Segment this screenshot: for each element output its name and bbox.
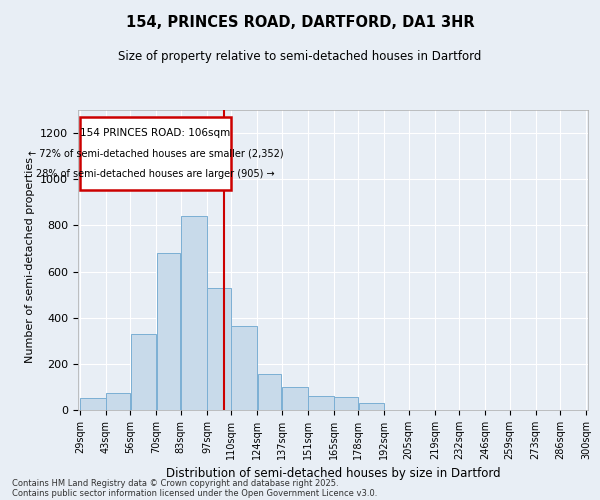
Bar xyxy=(181,216,206,410)
Bar xyxy=(308,396,334,410)
Bar xyxy=(106,392,130,410)
Text: Contains HM Land Registry data © Crown copyright and database right 2025.: Contains HM Land Registry data © Crown c… xyxy=(12,478,338,488)
Y-axis label: Number of semi-detached properties: Number of semi-detached properties xyxy=(25,157,35,363)
Bar xyxy=(334,398,358,410)
Bar xyxy=(80,117,231,190)
Bar xyxy=(80,398,106,410)
Bar xyxy=(232,326,257,410)
Bar xyxy=(131,334,156,410)
Bar xyxy=(257,374,281,410)
X-axis label: Distribution of semi-detached houses by size in Dartford: Distribution of semi-detached houses by … xyxy=(166,468,500,480)
Text: 28% of semi-detached houses are larger (905) →: 28% of semi-detached houses are larger (… xyxy=(36,168,275,178)
Text: 154, PRINCES ROAD, DARTFORD, DA1 3HR: 154, PRINCES ROAD, DARTFORD, DA1 3HR xyxy=(125,15,475,30)
Text: Contains public sector information licensed under the Open Government Licence v3: Contains public sector information licen… xyxy=(12,488,377,498)
Bar xyxy=(157,253,181,410)
Text: ← 72% of semi-detached houses are smaller (2,352): ← 72% of semi-detached houses are smalle… xyxy=(28,148,283,158)
Bar xyxy=(282,387,308,410)
Bar xyxy=(359,403,384,410)
Text: 154 PRINCES ROAD: 106sqm: 154 PRINCES ROAD: 106sqm xyxy=(80,128,230,138)
Text: Size of property relative to semi-detached houses in Dartford: Size of property relative to semi-detach… xyxy=(118,50,482,63)
Bar xyxy=(207,288,231,410)
